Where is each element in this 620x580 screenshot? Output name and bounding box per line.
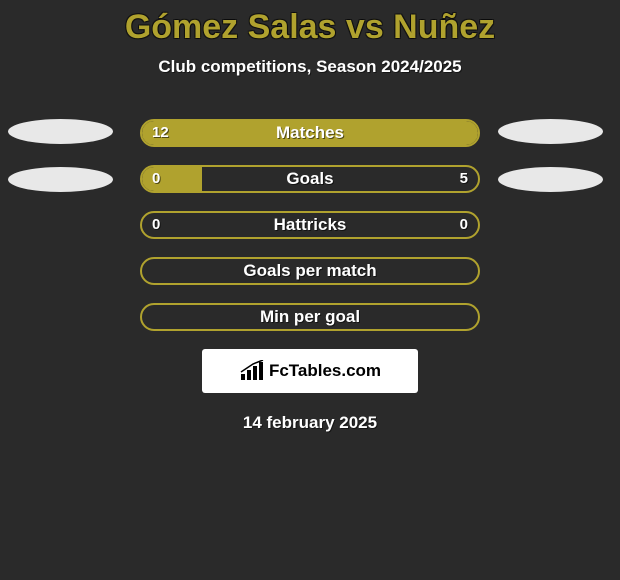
player-marker-left [8, 119, 113, 144]
attribution-badge: FcTables.com [202, 349, 418, 393]
attribution-text: FcTables.com [269, 361, 381, 381]
bar-track [140, 257, 480, 285]
subtitle: Club competitions, Season 2024/2025 [0, 57, 620, 77]
stat-row-hattricks: 0 Hattricks 0 [0, 211, 620, 239]
stat-row-goals-per-match: Goals per match [0, 257, 620, 285]
bar-fill [142, 121, 478, 145]
player-marker-right [498, 119, 603, 144]
date: 14 february 2025 [0, 413, 620, 433]
player-marker-right [498, 167, 603, 192]
comparison-infographic: Gómez Salas vs Nuñez Club competitions, … [0, 0, 620, 580]
bar-track [140, 165, 480, 193]
stat-rows: 12 Matches 0 Goals 5 0 Hattricks 0 [0, 119, 620, 331]
player-marker-left [8, 167, 113, 192]
bar-track [140, 211, 480, 239]
bar-chart-icon [239, 360, 265, 382]
bar-track [140, 303, 480, 331]
stat-row-matches: 12 Matches [0, 119, 620, 147]
bar-fill [142, 167, 202, 191]
bar-track [140, 119, 480, 147]
title: Gómez Salas vs Nuñez [0, 0, 620, 47]
stat-row-goals: 0 Goals 5 [0, 165, 620, 193]
stat-row-min-per-goal: Min per goal [0, 303, 620, 331]
